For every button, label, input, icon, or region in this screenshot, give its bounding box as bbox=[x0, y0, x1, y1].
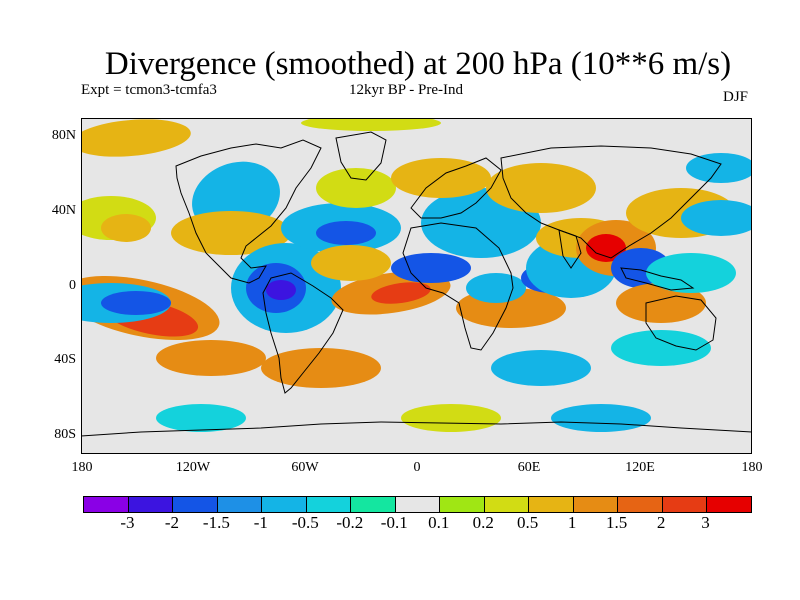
field-blob bbox=[371, 282, 431, 304]
colorbar-swatch bbox=[395, 497, 441, 512]
field-blob bbox=[551, 404, 651, 432]
colorbar-swatch bbox=[440, 497, 485, 512]
colorbar-swatch bbox=[306, 497, 352, 512]
coast-europe bbox=[410, 157, 502, 219]
coastlines bbox=[81, 131, 752, 437]
field-blob bbox=[616, 283, 706, 323]
colorbar-swatch bbox=[484, 497, 530, 512]
field-blob bbox=[81, 119, 191, 157]
coast-australia bbox=[645, 295, 717, 351]
field-blob bbox=[646, 253, 736, 293]
map-frame bbox=[81, 118, 752, 454]
field-blob bbox=[391, 253, 471, 283]
field-blob bbox=[611, 330, 711, 366]
field-blob bbox=[391, 158, 491, 198]
colorbar-swatch bbox=[351, 497, 396, 512]
lat-tick-80n: 80N bbox=[51, 128, 76, 143]
field-blob bbox=[156, 404, 246, 432]
colorbar-label: -3 bbox=[120, 513, 135, 532]
lon-tick-0: 0 bbox=[413, 460, 421, 475]
field-blob bbox=[686, 153, 752, 183]
field-blob bbox=[316, 168, 396, 208]
colorbar-label: 0.2 bbox=[472, 513, 494, 532]
field-blob bbox=[681, 200, 752, 236]
field-blob bbox=[466, 273, 526, 303]
colorbar-swatch bbox=[618, 497, 663, 512]
colorbar-label: -0.2 bbox=[336, 513, 364, 532]
field-blob bbox=[261, 348, 381, 388]
colorbar-swatch bbox=[84, 497, 129, 512]
colorbar bbox=[83, 496, 752, 513]
colorbar-label: 0.5 bbox=[517, 513, 539, 532]
lat-tick-40s: 40S bbox=[54, 352, 76, 367]
lon-tick-60e: 60E bbox=[517, 460, 541, 475]
coast-antarctica bbox=[81, 421, 752, 437]
period-label: 12kyr BP - Pre-Ind bbox=[349, 82, 464, 98]
lat-tick-80s: 80S bbox=[54, 427, 76, 442]
divergence-map bbox=[81, 118, 752, 454]
field-blob bbox=[311, 245, 391, 281]
field-blob bbox=[101, 291, 171, 315]
field-blob bbox=[316, 221, 376, 245]
colorbar-label: 1 bbox=[567, 513, 577, 532]
field-blob bbox=[301, 118, 441, 131]
colorbar-label: 3 bbox=[701, 513, 710, 532]
experiment-label: Expt = tcmon3-tcmfa3 bbox=[81, 82, 217, 98]
map-canvas bbox=[81, 118, 752, 454]
coast-indonesia bbox=[620, 267, 695, 291]
colorbar-swatch bbox=[217, 497, 263, 512]
lat-tick-eq: 0 bbox=[69, 278, 76, 293]
coast-india bbox=[558, 229, 582, 269]
colorbar-swatch bbox=[262, 497, 307, 512]
divergence-field bbox=[81, 118, 752, 432]
coast-asia bbox=[500, 145, 722, 259]
colorbar-label: -2 bbox=[164, 513, 179, 532]
colorbar-swatch bbox=[173, 497, 218, 512]
field-blob bbox=[101, 214, 151, 242]
coast-greenland bbox=[335, 131, 387, 181]
lon-tick-120w: 120W bbox=[175, 460, 211, 475]
colorbar-label: -0.1 bbox=[380, 513, 408, 532]
field-blob bbox=[266, 280, 296, 300]
map-title: Divergence (smoothed) at 200 hPa (10**6 … bbox=[104, 46, 732, 82]
colorbar-label: -1.5 bbox=[202, 513, 230, 532]
colorbar-swatch bbox=[573, 497, 619, 512]
lon-tick-120e: 120E bbox=[625, 460, 655, 475]
coast-south-america bbox=[262, 272, 344, 394]
lon-tick-60w: 60W bbox=[291, 460, 319, 475]
colorbar-label: 0.1 bbox=[428, 513, 450, 532]
lat-tick-40n: 40N bbox=[51, 203, 76, 218]
colorbar-label: 1.5 bbox=[605, 513, 628, 532]
field-blob bbox=[401, 404, 501, 432]
lon-tick-180e: 180 bbox=[741, 460, 763, 475]
colorbar-swatch bbox=[529, 497, 574, 512]
colorbar-label: -1 bbox=[253, 513, 268, 532]
season-label: DJF bbox=[723, 89, 749, 105]
coast-africa bbox=[402, 222, 514, 351]
colorbar-swatch bbox=[707, 497, 751, 512]
colorbar-label: 2 bbox=[656, 513, 666, 532]
field-blob bbox=[491, 350, 591, 386]
lon-tick-180w: 180 bbox=[71, 460, 93, 475]
coast-north-america bbox=[175, 139, 322, 284]
colorbar-swatch bbox=[662, 497, 708, 512]
colorbar-swatch bbox=[128, 497, 174, 512]
colorbar-label: -0.5 bbox=[291, 513, 319, 532]
field-blob bbox=[156, 340, 266, 376]
